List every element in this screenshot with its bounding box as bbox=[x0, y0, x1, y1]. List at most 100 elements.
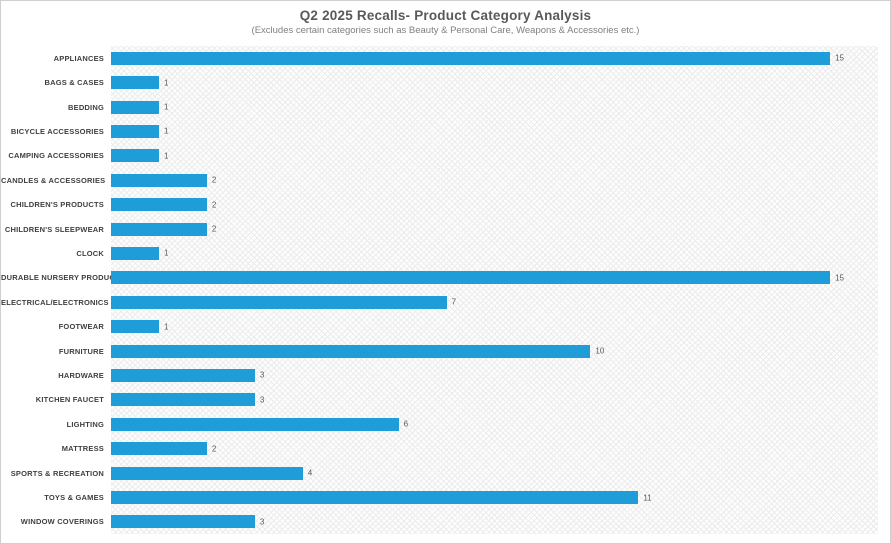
bar-value-label: 1 bbox=[163, 102, 169, 112]
chart-row: SPORTS & RECREATION 4 bbox=[1, 461, 878, 485]
category-label: DURABLE NURSERY PRODUCT bbox=[1, 273, 120, 283]
chart-subtitle: (Excludes certain categories such as Bea… bbox=[251, 25, 640, 36]
bar: 7 bbox=[111, 295, 456, 309]
bar: 15 bbox=[111, 271, 844, 285]
bar-track: 1 bbox=[111, 100, 878, 114]
category-label: FOOTWEAR bbox=[58, 322, 104, 332]
category-label: KITCHEN FAUCET bbox=[35, 395, 104, 405]
bar-track: 2 bbox=[111, 198, 878, 212]
bar: 1 bbox=[111, 320, 168, 334]
bar: 3 bbox=[111, 368, 264, 382]
chart-row: CHILDREN'S SLEEPWEAR 2 bbox=[1, 217, 878, 241]
bar-track: 10 bbox=[111, 344, 878, 358]
bar-track: 15 bbox=[111, 51, 878, 65]
chart-row: HARDWARE 3 bbox=[1, 363, 878, 387]
bar-value-label: 15 bbox=[835, 273, 844, 283]
category-label: HARDWARE bbox=[58, 370, 104, 380]
bar-value-label: 3 bbox=[259, 370, 265, 380]
bar-track: 1 bbox=[111, 149, 878, 163]
category-label: CHILDREN'S SLEEPWEAR bbox=[4, 224, 104, 234]
bar-track: 1 bbox=[111, 246, 878, 260]
bar: 2 bbox=[111, 173, 216, 187]
bar-value-label: 11 bbox=[643, 493, 652, 503]
chart-title: Q2 2025 Recalls- Product Category Analys… bbox=[299, 8, 592, 23]
bar-value-label: 15 bbox=[835, 53, 844, 63]
category-label: LIGHTING bbox=[66, 419, 104, 429]
chart-row: MATTRESS 2 bbox=[1, 437, 878, 461]
bar-value-label: 1 bbox=[163, 151, 169, 161]
chart-row: BICYCLE ACCESSORIES 1 bbox=[1, 119, 878, 143]
chart-row: BEDDING 1 bbox=[1, 95, 878, 119]
bar: 6 bbox=[111, 417, 408, 431]
category-label: FURNITURE bbox=[58, 346, 104, 356]
bar-value-label: 2 bbox=[211, 175, 217, 185]
chart-row: DURABLE NURSERY PRODUCT 15 bbox=[1, 266, 878, 290]
bar-track: 2 bbox=[111, 173, 878, 187]
category-label: CANDLES & ACCESSORIES bbox=[1, 175, 106, 185]
chart-row: KITCHEN FAUCET 3 bbox=[1, 388, 878, 412]
bar-value-label: 3 bbox=[259, 517, 265, 527]
bar-track: 7 bbox=[111, 295, 878, 309]
chart-row: CANDLES & ACCESSORIES 2 bbox=[1, 168, 878, 192]
category-label: SPORTS & RECREATION bbox=[10, 468, 104, 478]
bar-value-label: 3 bbox=[259, 395, 265, 405]
bar-track: 3 bbox=[111, 368, 878, 382]
bar: 1 bbox=[111, 76, 168, 90]
bar-track: 6 bbox=[111, 417, 878, 431]
bar-value-label: 6 bbox=[403, 419, 409, 429]
bar: 1 bbox=[111, 124, 168, 138]
category-label: BEDDING bbox=[68, 102, 104, 112]
bar: 1 bbox=[111, 149, 168, 163]
bar: 2 bbox=[111, 222, 216, 236]
bar-track: 4 bbox=[111, 466, 878, 480]
chart-row: BAGS & CASES 1 bbox=[1, 70, 878, 94]
bar-track: 1 bbox=[111, 320, 878, 334]
bar: 1 bbox=[111, 246, 168, 260]
bar-track: 1 bbox=[111, 76, 878, 90]
bar: 3 bbox=[111, 515, 264, 529]
category-label: WINDOW COVERINGS bbox=[20, 517, 104, 527]
chart-row: CAMPING ACCESSORIES 1 bbox=[1, 144, 878, 168]
bar: 15 bbox=[111, 51, 844, 65]
chart-row: FURNITURE 10 bbox=[1, 339, 878, 363]
bar: 3 bbox=[111, 393, 264, 407]
bar: 4 bbox=[111, 466, 312, 480]
chart-row: FOOTWEAR 1 bbox=[1, 314, 878, 338]
category-label: APPLIANCES bbox=[53, 53, 104, 63]
bar-value-label: 2 bbox=[211, 200, 217, 210]
bar-rows: APPLIANCES 15 BAGS & CASES 1 BEDDING 1 bbox=[1, 46, 878, 534]
bar-value-label: 1 bbox=[163, 78, 169, 88]
bar-track: 1 bbox=[111, 124, 878, 138]
bar-track: 15 bbox=[111, 271, 878, 285]
bar: 2 bbox=[111, 442, 216, 456]
bar: 2 bbox=[111, 198, 216, 212]
chart-row: ELECTRICAL/ELECTRONICS 7 bbox=[1, 290, 878, 314]
bar-value-label: 1 bbox=[163, 322, 169, 332]
chart-row: LIGHTING 6 bbox=[1, 412, 878, 436]
chart-row: CLOCK 1 bbox=[1, 241, 878, 265]
category-label: CHILDREN'S PRODUCTS bbox=[10, 200, 104, 210]
chart-row: WINDOW COVERINGS 3 bbox=[1, 510, 878, 534]
chart-row: TOYS & GAMES 11 bbox=[1, 485, 878, 509]
bar-track: 2 bbox=[111, 442, 878, 456]
chart-header: Q2 2025 Recalls- Product Category Analys… bbox=[1, 7, 890, 37]
category-label: CAMPING ACCESSORIES bbox=[8, 151, 104, 161]
bar-value-label: 7 bbox=[451, 297, 457, 307]
bar: 1 bbox=[111, 100, 168, 114]
category-label: BICYCLE ACCESSORIES bbox=[10, 126, 104, 136]
bar-value-label: 4 bbox=[307, 468, 313, 478]
bar-value-label: 2 bbox=[211, 444, 217, 454]
category-label: BAGS & CASES bbox=[44, 78, 104, 88]
bar-track: 2 bbox=[111, 222, 878, 236]
bar-value-label: 1 bbox=[163, 126, 169, 136]
category-label: TOYS & GAMES bbox=[44, 493, 104, 503]
bar-track: 3 bbox=[111, 515, 878, 529]
chart-row: CHILDREN'S PRODUCTS 2 bbox=[1, 192, 878, 216]
category-label: CLOCK bbox=[76, 248, 104, 258]
bar-track: 3 bbox=[111, 393, 878, 407]
bar: 11 bbox=[111, 491, 652, 505]
chart-row: APPLIANCES 15 bbox=[1, 46, 878, 70]
category-label: MATTRESS bbox=[61, 444, 104, 454]
bar-value-label: 1 bbox=[163, 248, 169, 258]
